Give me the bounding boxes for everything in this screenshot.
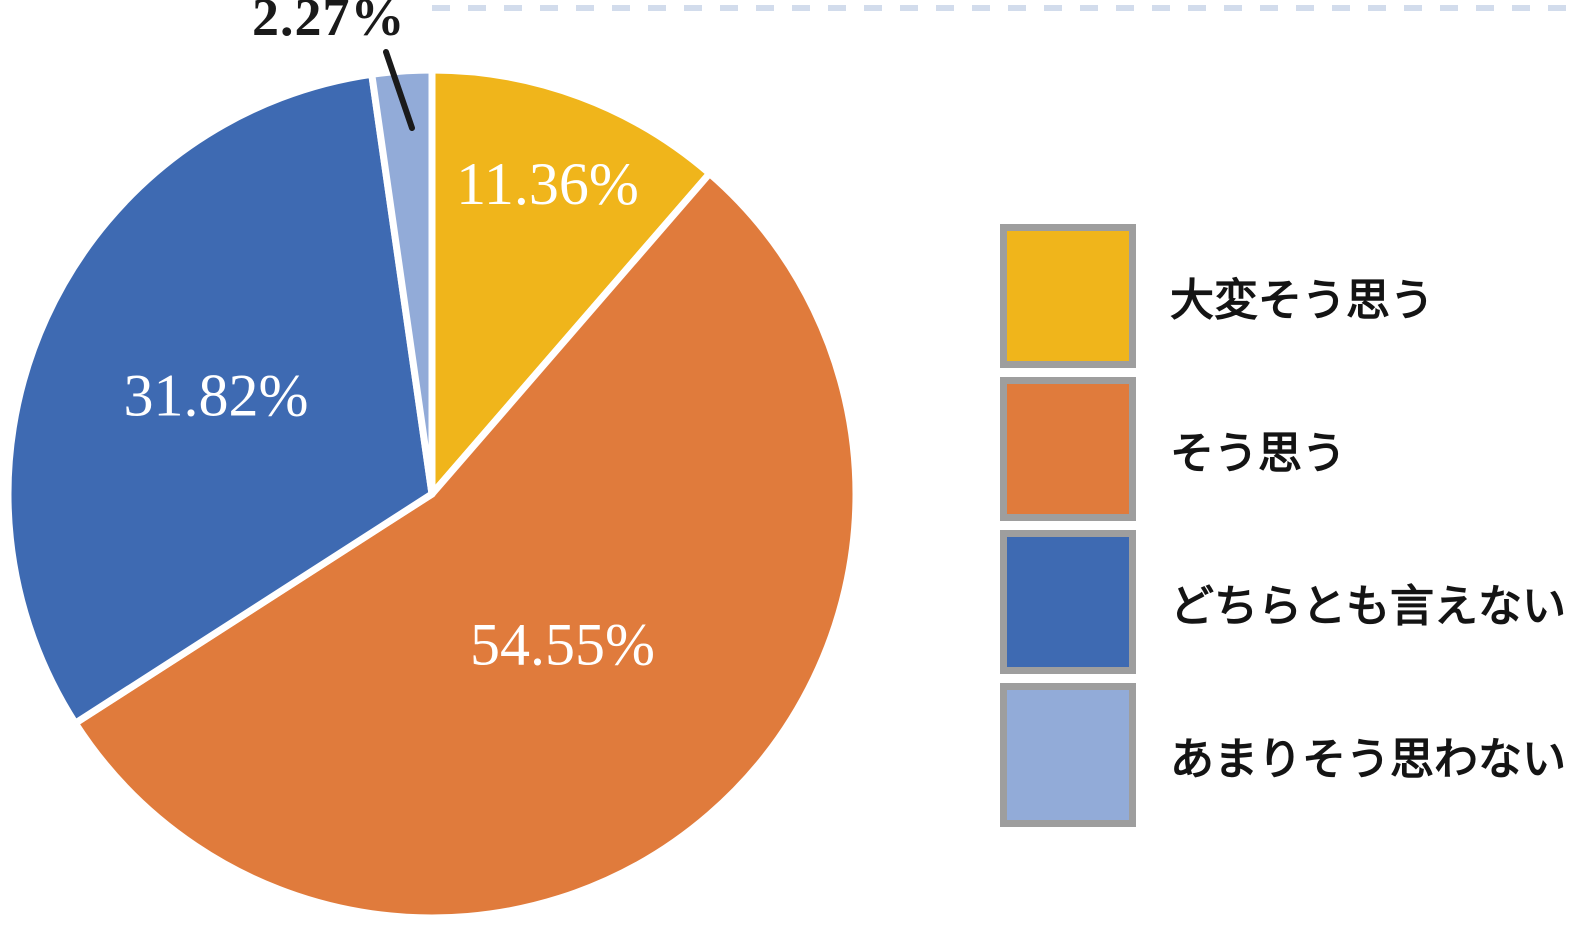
legend-label-1: 大変そう思う [1170, 276, 1434, 325]
legend-swatch-1 [1000, 224, 1136, 368]
callout-leader-line [383, 49, 415, 131]
legend-swatch-2 [1000, 377, 1136, 521]
pie-slice-3 [4, 70, 436, 727]
legend-item-1: 大変そう思う [1000, 224, 1566, 368]
chart-legend: 大変そう思う そう思うどちらとも言えない あまりそう思わない [1000, 224, 1566, 827]
legend-item-3: どちらとも言えない [1000, 530, 1566, 674]
dashed-border-top [432, 5, 1583, 11]
pie-slice-4 [368, 66, 436, 498]
slice-label-3: 31.82% [124, 362, 309, 428]
slice-label-2: 54.55% [470, 612, 655, 678]
legend-label-2: そう思う [1170, 429, 1346, 478]
legend-swatch-3 [1000, 530, 1136, 674]
pie-slice-1 [428, 66, 714, 498]
legend-item-2: そう思う [1000, 377, 1566, 521]
pie-slice-2 [71, 169, 860, 922]
legend-swatch-4 [1000, 683, 1136, 827]
legend-label-4: あまりそう思わない [1170, 735, 1566, 784]
legend-item-4: あまりそう思わない [1000, 683, 1566, 827]
callout-label-small-slice: 2.27% [252, 0, 406, 47]
slice-label-1: 11.36% [456, 151, 639, 217]
legend-label-3: どちらとも言えない [1170, 582, 1566, 631]
